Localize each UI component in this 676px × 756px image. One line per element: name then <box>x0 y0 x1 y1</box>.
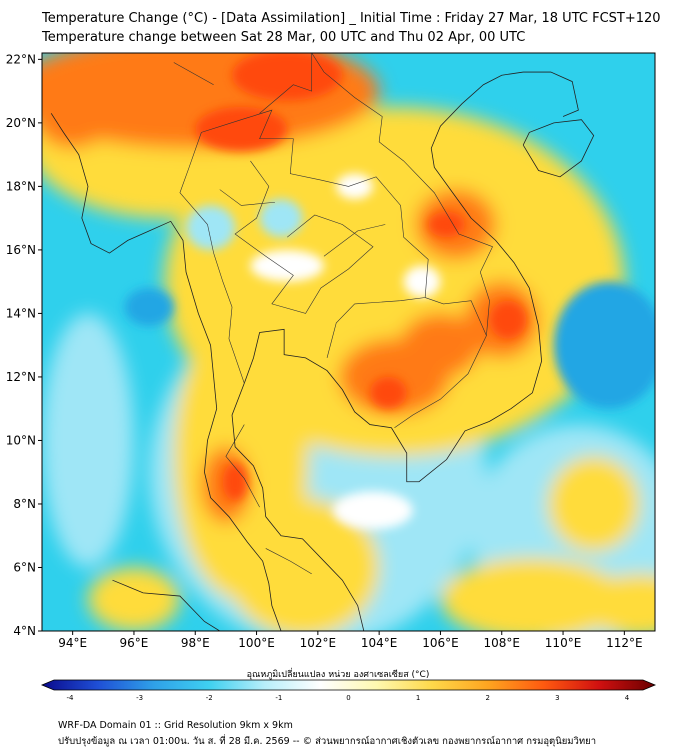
colorbar-tick-label: 0 <box>346 694 350 702</box>
lon-label: 102°E <box>300 636 337 650</box>
footer-credit: ปรับปรุงข้อมูล ณ เวลา 01:00น. วัน ส. ที่… <box>58 736 597 747</box>
field-blob <box>87 567 180 631</box>
field-spot <box>232 53 343 101</box>
map-frame <box>41 52 656 632</box>
border-segment <box>259 53 313 114</box>
lon-label: 98°E <box>181 636 210 650</box>
border-segment <box>173 62 214 86</box>
colorbar: -4 -3 -2 -1 0 1 2 3 4 <box>40 679 657 702</box>
lat-label: 10°N <box>6 433 36 447</box>
colorbar-title: อุณหภูมิเปลี่ยนแปลง หน่วย องศาเซลเซียส (… <box>246 670 430 680</box>
field-blob <box>584 573 655 631</box>
lon-label: 110°E <box>545 636 582 650</box>
border-segment <box>234 160 374 314</box>
field-spot <box>403 265 441 298</box>
field-spot <box>428 211 465 238</box>
lat-label: 14°N <box>6 306 36 320</box>
field-spot <box>369 376 407 409</box>
map-subtitle: Temperature change between Sat 28 Mar, 0… <box>42 30 526 45</box>
field-blob <box>400 313 481 377</box>
border-segment <box>265 548 312 575</box>
temperature-field <box>42 53 655 631</box>
field-spot <box>186 205 236 250</box>
lon-label: 94°E <box>58 636 87 650</box>
border-segment <box>179 132 245 384</box>
colorbar-tick-label: 3 <box>555 694 559 702</box>
field-spot <box>333 491 413 530</box>
field-spot <box>195 106 288 152</box>
border-segment <box>323 224 386 257</box>
field-spot <box>259 199 303 238</box>
lat-label: 8°N <box>13 497 36 511</box>
field-blob <box>42 59 116 149</box>
field-blob <box>547 456 640 552</box>
border-segment <box>394 297 487 428</box>
coastline-segment <box>231 71 579 631</box>
field-spot <box>489 300 527 339</box>
field-spot <box>124 288 174 327</box>
field-blob <box>440 557 625 631</box>
field-blob <box>225 497 380 631</box>
colorbar-tick-label: -4 <box>67 694 75 702</box>
lat-label: 4°N <box>13 624 36 638</box>
lon-label: 108°E <box>484 636 521 650</box>
colorbar-tick-label: 4 <box>625 694 630 702</box>
lat-label: 18°N <box>6 179 36 193</box>
border-segment <box>219 189 275 206</box>
lat-label: 6°N <box>13 560 36 574</box>
longitude-axis: 94°E 96°E 98°E 100°E 102°E 104°E 106°E 108°E 110… <box>58 631 643 650</box>
latitude-axis: 22°N 20°N 18°N 16°N 14°N 12°N 10°N 8°N 6°N 4°N <box>6 52 42 638</box>
colorbar-tick-label: 1 <box>416 694 420 702</box>
lat-label: 20°N <box>6 116 36 130</box>
border-segment <box>201 109 429 358</box>
lat-label: 12°N <box>6 370 36 384</box>
lon-label: 96°E <box>120 636 149 650</box>
field-spot <box>250 249 324 282</box>
map-title: Temperature Change (°C) - [Data Assimila… <box>42 11 661 26</box>
lat-label: 22°N <box>6 52 36 66</box>
coastline-segment <box>112 579 220 631</box>
lon-label: 100°E <box>238 636 275 650</box>
coastline-segment <box>522 119 595 178</box>
field-spot <box>222 462 248 501</box>
colorbar-tick-label: 2 <box>486 694 490 702</box>
colorbar-tick-label: -2 <box>206 694 213 702</box>
lon-label: 104°E <box>361 636 398 650</box>
colorbar-tick-label: -3 <box>136 694 143 702</box>
coastline-segment <box>50 113 282 631</box>
colorbar-tick-label: -1 <box>275 694 282 702</box>
border-segment <box>311 53 493 336</box>
coastline <box>50 71 595 631</box>
field-spot <box>553 281 655 409</box>
lat-label: 16°N <box>6 243 36 257</box>
province-borders <box>173 53 493 575</box>
field-spot <box>336 173 374 200</box>
lon-label: 106°E <box>422 636 459 650</box>
border-segment <box>225 424 260 508</box>
field-blob <box>42 313 134 568</box>
lon-label: 112°E <box>606 636 643 650</box>
colorbar-scale <box>40 679 657 691</box>
footer-model-info: WRF-DA Domain 01 :: Grid Resolution 9km … <box>58 720 293 731</box>
